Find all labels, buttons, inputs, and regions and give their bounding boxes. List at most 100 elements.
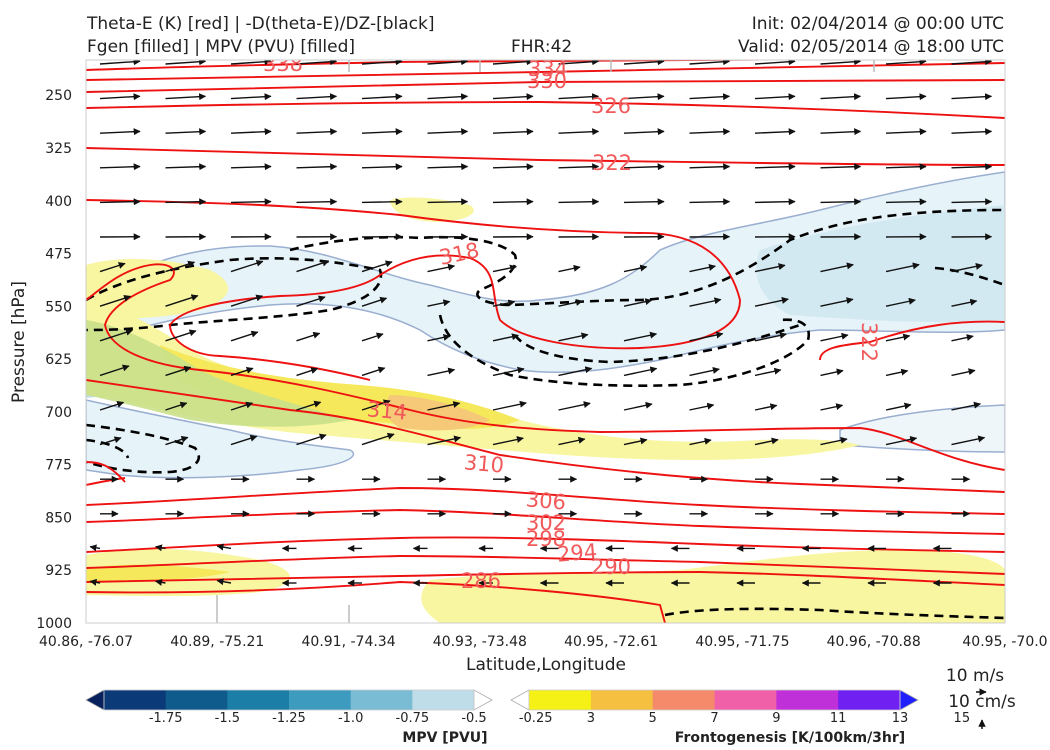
y-tick-label: 475: [45, 247, 72, 263]
wind-vector: [558, 198, 600, 206]
wind-vector: [296, 367, 319, 377]
dashed-contour-mid: [513, 323, 801, 364]
y-tick-label: 775: [45, 458, 72, 474]
wind-vector: [689, 331, 724, 342]
wind-vector: [230, 330, 259, 342]
wind-vector: [885, 435, 918, 446]
terrain-markers: [216, 60, 875, 623]
x-tick-label: 40.93, -73.48: [433, 634, 527, 650]
mpv-region-right: [756, 205, 1005, 323]
wind-vector: [885, 402, 912, 411]
wind-vector: [820, 198, 862, 206]
theta-e-line-314: [86, 263, 1005, 471]
colorbar-extend-high: [899, 689, 919, 711]
wind-vector: [230, 294, 264, 307]
wind-vector: [427, 263, 456, 273]
wind-vector: [623, 128, 665, 136]
wind-vector: [689, 128, 731, 136]
y-tick-labels: 250 325 400 475 550 625 700 775 850 925 1000: [36, 88, 72, 632]
colorbar-swatch: [838, 690, 901, 710]
dashed-contour-lower-branch: [438, 314, 811, 387]
theta-e-contour-label: 338: [263, 52, 303, 76]
theta-e-line-322-right: [819, 320, 1005, 361]
wind-vector: [754, 263, 786, 273]
forecast-hour: FHR:42: [511, 37, 573, 57]
wind-vector: [558, 401, 591, 411]
wind-vector: [361, 296, 388, 307]
wind-vector: [623, 401, 653, 411]
wind-vector: [951, 334, 974, 342]
wind-vector: [427, 60, 469, 66]
theta-e-line-322: [86, 147, 1005, 166]
wind-vector: [492, 198, 534, 206]
y-tick-label: 325: [45, 141, 72, 157]
colorbar-extend-low: [510, 689, 530, 711]
theta-e-contour-label: 286: [461, 569, 501, 593]
wind-vector: [623, 298, 653, 307]
wind-vector: [427, 128, 469, 136]
theta-e-contour-label: 298: [526, 527, 566, 551]
wind-vector: [165, 294, 199, 307]
wind-vector: [361, 60, 403, 66]
wind-vector: [361, 198, 403, 206]
wind-vector: [99, 294, 132, 307]
wind-vector: [296, 60, 338, 66]
wind-vector: [492, 128, 534, 136]
wind-vector: [754, 163, 796, 171]
wind-vector: [361, 163, 403, 171]
colorbar-tick-label: -1.0: [338, 711, 363, 726]
wind-vector: [492, 264, 517, 273]
wind-vector: [820, 403, 844, 411]
x-tick-label: 40.95, -70.0: [962, 634, 1047, 650]
wind-vector: [361, 128, 403, 136]
theta-e-contour-label: 306: [525, 487, 567, 514]
wind-vector: [689, 60, 731, 66]
wind-vector: [885, 333, 911, 342]
theta-e-contour-label: 322: [592, 151, 632, 175]
wind-vector: [427, 333, 451, 342]
wind-vector: [558, 128, 600, 136]
init-time: Init: 02/04/2014 @ 00:00 UTC: [751, 14, 1004, 34]
theta-e-contour-label: 330: [527, 69, 567, 93]
colorbar-tick-label: 9: [772, 711, 780, 726]
mpv-colorbar-label: MPV [PVU]: [402, 730, 487, 746]
wind-vector: [155, 578, 166, 586]
colorbar-extend-low: [85, 689, 105, 711]
theta-e-contour-label: 310: [463, 450, 505, 477]
wind-vector: [689, 402, 715, 411]
wind-vector: [361, 399, 391, 411]
wind-vector: [165, 365, 192, 377]
wind-vector: [885, 297, 916, 307]
wind-vector: [89, 544, 101, 552]
wind-vector: [492, 60, 534, 66]
colorbar-tick-label: -1.5: [215, 711, 240, 726]
colorbar-swatch: [652, 690, 715, 710]
wind-vector: [99, 128, 141, 136]
dashed-contour-right: [934, 266, 1005, 287]
wind-vector: [492, 93, 534, 101]
wind-vector: [623, 93, 665, 101]
wind-vector: [689, 297, 722, 307]
wind-vector: [296, 400, 322, 411]
colorbar-swatch: [165, 690, 228, 710]
wind-vector: [230, 93, 272, 101]
wind-vector: [951, 60, 993, 66]
wind-vector: [951, 401, 981, 411]
wind-vector: [427, 299, 451, 307]
wind-vector: [296, 93, 338, 101]
wind-vector: [820, 60, 862, 66]
wind-vector: [689, 366, 720, 377]
x-tick-label: 40.86, -76.07: [39, 634, 133, 650]
wind-vector: [296, 433, 327, 446]
wind-vector: [951, 435, 986, 446]
wind-vector: [558, 366, 593, 377]
mpv-filled-regions: [86, 171, 1005, 479]
wind-vector: [492, 163, 534, 171]
colorbar-swatch: [529, 690, 592, 710]
x-tick-label: 40.91, -74.34: [302, 634, 396, 650]
wind-vector: [89, 578, 101, 586]
wind-vector: [951, 128, 993, 136]
wind-vector: [558, 60, 600, 66]
wind-vector: [754, 93, 796, 101]
fgen-green-overlap: [86, 320, 350, 427]
